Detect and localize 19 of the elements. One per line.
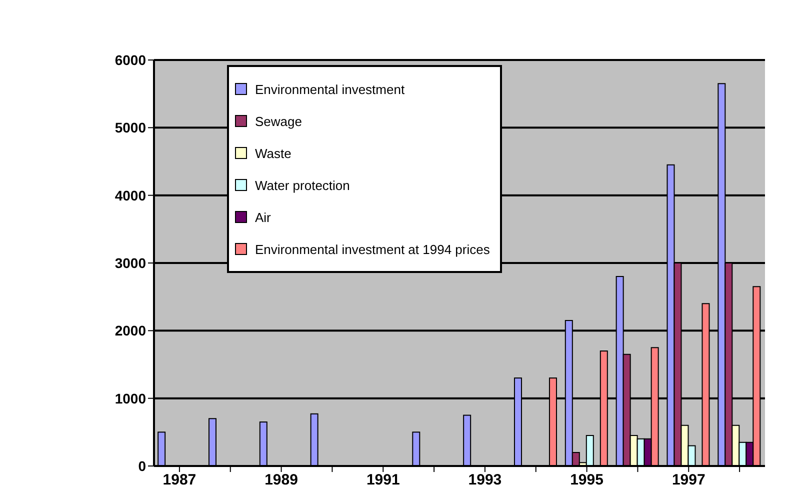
y-tick-label: 2000 bbox=[114, 322, 146, 339]
y-tick-label: 0 bbox=[138, 458, 146, 474]
y-tick-label: 5000 bbox=[114, 120, 146, 136]
legend-label: Environmental investment bbox=[255, 82, 405, 96]
x-tick-label: 1989 bbox=[264, 472, 298, 489]
y-tick-label: 4000 bbox=[114, 187, 146, 204]
legend-label: Sewage bbox=[255, 114, 302, 128]
x-tick-label: 1991 bbox=[366, 472, 400, 489]
legend-label: Water protection bbox=[255, 178, 350, 192]
legend-label: Environmental investment at 1994 prices bbox=[255, 242, 490, 256]
x-tick-label: 1995 bbox=[570, 472, 604, 489]
x-tick-label: 1997 bbox=[672, 472, 706, 489]
y-tick-label: 3000 bbox=[114, 254, 146, 271]
x-tick-label: 1987 bbox=[162, 472, 196, 489]
legend-label: Air bbox=[255, 210, 271, 224]
y-tick-label: 1000 bbox=[114, 390, 146, 406]
legend-label: Waste bbox=[255, 146, 292, 160]
x-tick-label: 1993 bbox=[468, 472, 502, 489]
y-tick-label: 6000 bbox=[114, 52, 146, 68]
